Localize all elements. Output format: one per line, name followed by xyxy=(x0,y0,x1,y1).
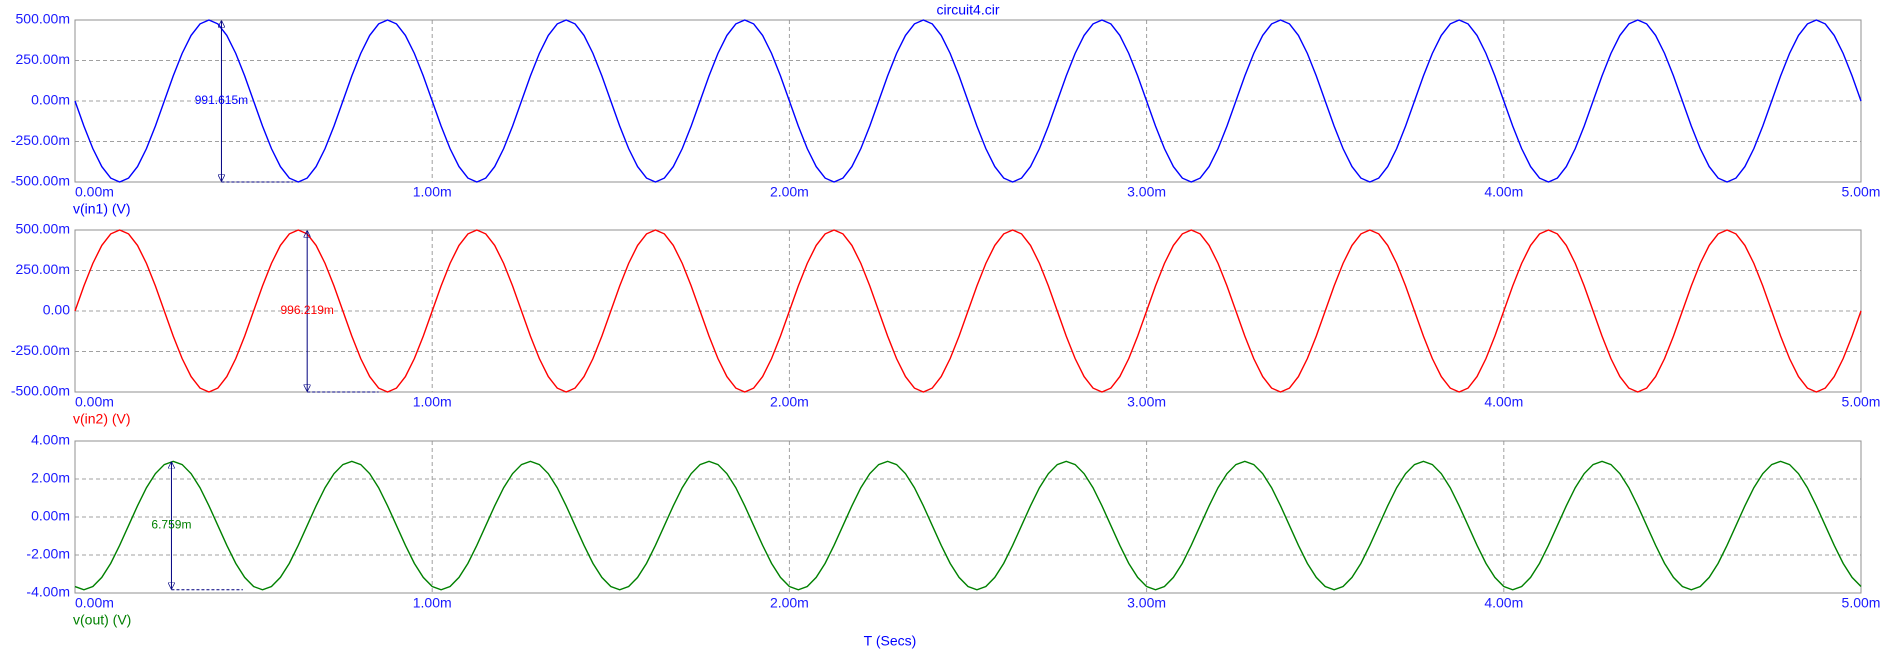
y-tick-label: -500.00m xyxy=(11,383,70,399)
cursor-label: 991.615m xyxy=(195,93,248,107)
y-tick-label: 4.00m xyxy=(31,432,70,448)
series-label: v(in1) (V) xyxy=(73,201,131,217)
y-tick-label: -250.00m xyxy=(11,342,70,358)
y-tick-label: 0.00 xyxy=(43,302,70,318)
x-tick-label: 3.00m xyxy=(1127,184,1166,200)
x-tick-label: 3.00m xyxy=(1127,394,1166,410)
trace xyxy=(74,19,1862,183)
x-tick-label: 2.00m xyxy=(770,184,809,200)
y-tick-label: 0.00m xyxy=(31,508,70,524)
plot-frame xyxy=(74,440,1862,594)
y-tick-label: 500.00m xyxy=(16,11,70,27)
x-tick-label: 4.00m xyxy=(1484,394,1523,410)
y-tick-label: -500.00m xyxy=(11,173,70,189)
series-label: v(out) (V) xyxy=(73,612,131,628)
x-tick-label: 2.00m xyxy=(770,595,809,611)
x-tick-label: 1.00m xyxy=(413,184,452,200)
y-tick-label: 500.00m xyxy=(16,221,70,237)
x-tick-label: 5.00m xyxy=(1842,595,1881,611)
x-tick-label: 4.00m xyxy=(1484,595,1523,611)
y-tick-label: -250.00m xyxy=(11,132,70,148)
y-tick-label: 250.00m xyxy=(16,51,70,67)
x-tick-label: 1.00m xyxy=(413,595,452,611)
x-tick-label: 2.00m xyxy=(770,394,809,410)
y-tick-label: -4.00m xyxy=(26,584,70,600)
x-tick-label: 4.00m xyxy=(1484,184,1523,200)
x-tick-label: 0.00m xyxy=(75,184,114,200)
x-axis-label: T (Secs) xyxy=(864,633,917,649)
x-tick-label: 1.00m xyxy=(413,394,452,410)
x-tick-label: 5.00m xyxy=(1842,184,1881,200)
trace xyxy=(74,460,1862,591)
chart-title: circuit4.cir xyxy=(936,2,999,18)
y-tick-label: 0.00m xyxy=(31,92,70,108)
y-tick-label: 250.00m xyxy=(16,261,70,277)
y-tick-label: 2.00m xyxy=(31,470,70,486)
x-tick-label: 0.00m xyxy=(75,595,114,611)
y-tick-label: -2.00m xyxy=(26,546,70,562)
cursor-label: 6.759m xyxy=(151,518,191,532)
x-tick-label: 3.00m xyxy=(1127,595,1166,611)
cursor-label: 996.219m xyxy=(280,303,333,317)
x-tick-label: 0.00m xyxy=(75,394,114,410)
trace xyxy=(74,229,1862,393)
series-label: v(in2) (V) xyxy=(73,411,131,427)
x-tick-label: 5.00m xyxy=(1842,394,1881,410)
